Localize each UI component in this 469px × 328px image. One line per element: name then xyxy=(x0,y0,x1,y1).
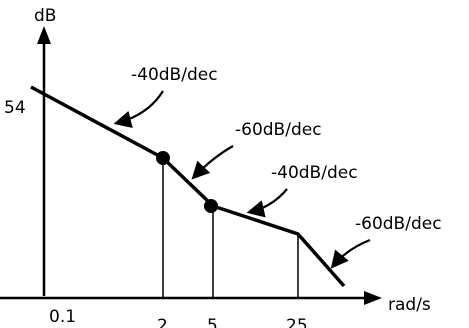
slope-label-4: -60dB/dec xyxy=(355,214,442,234)
slope-pointers xyxy=(113,90,371,269)
x-tick-2: 2 xyxy=(157,316,168,328)
corner-point-5 xyxy=(204,199,218,213)
x-tick-25: 25 xyxy=(286,316,308,328)
corner-point-2 xyxy=(156,151,170,165)
pointer-arrow-4 xyxy=(330,238,371,269)
y-axis-arrowhead xyxy=(37,26,51,44)
x-axis-label: rad/s xyxy=(388,295,431,315)
y-axis-label: dB xyxy=(34,6,56,26)
axes xyxy=(0,26,382,305)
x-tick-5: 5 xyxy=(207,316,218,328)
slope-label-1: -40dB/dec xyxy=(131,65,218,85)
y-tick-54: 54 xyxy=(4,98,26,118)
pointer-arrow-2 xyxy=(191,145,234,180)
break-frequency-lines xyxy=(162,158,299,298)
slope-label-2: -60dB/dec xyxy=(235,120,322,140)
pointer-arrow-3 xyxy=(246,188,288,218)
x-axis-arrowhead xyxy=(364,291,382,305)
slope-label-3: -40dB/dec xyxy=(271,163,358,183)
magnitude-asymptote xyxy=(30,85,346,288)
pointer-arrow-1 xyxy=(113,90,164,128)
x-tick-0.1: 0.1 xyxy=(49,307,76,327)
